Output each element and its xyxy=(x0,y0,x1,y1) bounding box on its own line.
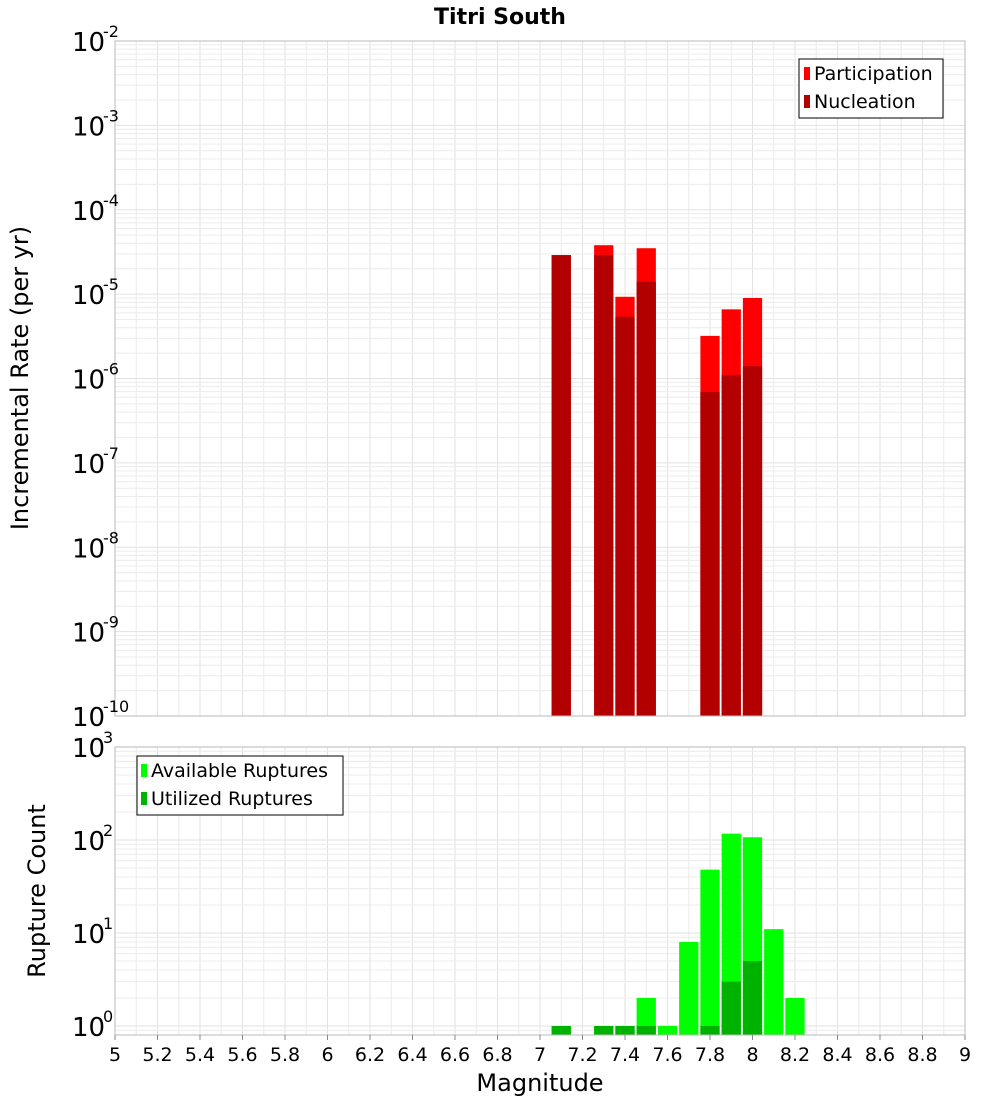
top-y-tick-base: 10 xyxy=(72,619,105,649)
legend-label-available-ruptures: Available Ruptures xyxy=(151,760,328,782)
x-tick-label: 7.4 xyxy=(610,1044,640,1066)
top-y-tick-base: 10 xyxy=(72,534,105,564)
top-y-tick-base: 10 xyxy=(72,281,105,311)
top-y-tick-exponent: -5 xyxy=(103,275,119,294)
x-tick-label: 5.8 xyxy=(270,1044,300,1066)
bottom-bar-available-ruptures xyxy=(764,929,784,1035)
top-y-tick-exponent: -6 xyxy=(103,360,119,379)
top-y-axis-label: Incremental Rate (per yr) xyxy=(6,226,34,530)
x-tick-label: 8.6 xyxy=(865,1044,895,1066)
bottom-bar-utilized-ruptures xyxy=(594,1025,614,1035)
bottom-y-tick-base: 10 xyxy=(72,920,105,950)
bottom-bar-available-ruptures xyxy=(657,1025,678,1035)
legend-swatch-available-ruptures xyxy=(141,764,147,777)
top-bar-nucleation xyxy=(700,392,720,716)
top-bar-nucleation xyxy=(742,366,763,716)
top-bar-nucleation xyxy=(551,255,571,716)
bottom-bar-utilized-ruptures xyxy=(742,960,763,1035)
x-tick-label: 9 xyxy=(959,1044,971,1066)
x-tick-label: 8.4 xyxy=(822,1044,852,1066)
x-tick-label: 6.4 xyxy=(397,1044,427,1066)
x-tick-label: 5.2 xyxy=(142,1044,172,1066)
bottom-y-tick-label: 100 xyxy=(72,1007,113,1043)
top-y-tick-exponent: -7 xyxy=(103,444,119,463)
top-y-tick-base: 10 xyxy=(72,366,105,396)
bottom-bar-available-ruptures xyxy=(679,942,699,1035)
legend-label-utilized-ruptures: Utilized Ruptures xyxy=(151,788,313,810)
top-y-tick-base: 10 xyxy=(72,703,105,733)
x-tick-label: 6.2 xyxy=(355,1044,385,1066)
top-y-tick-exponent: -3 xyxy=(103,106,119,125)
top-y-tick-exponent: -10 xyxy=(103,697,129,716)
x-axis: 5 5.2 5.4 5.6 5.8 6 6.2 6.4 6.6 6.8 7 7.2 7.4 7.6 7.8 8… xyxy=(109,1035,971,1066)
bottom-bar-utilized-ruptures xyxy=(551,1025,571,1035)
x-tick-label: 6 xyxy=(321,1044,333,1066)
top-y-tick-label: 10-7 xyxy=(72,444,119,480)
bottom-y-tick-label: 103 xyxy=(72,728,113,764)
top-y-tick-exponent: -4 xyxy=(103,191,119,210)
top-y-tick-exponent: -9 xyxy=(103,613,119,632)
bottom-y-tick-base: 10 xyxy=(72,734,105,764)
bottom-legend: Available Ruptures Utilized Ruptures xyxy=(136,755,344,816)
x-tick-label: 7 xyxy=(534,1044,546,1066)
top-y-tick-exponent: -8 xyxy=(103,528,119,547)
bottom-bar-available-ruptures xyxy=(785,997,805,1035)
x-tick-label: 8 xyxy=(746,1044,758,1066)
x-tick-label: 5.6 xyxy=(227,1044,257,1066)
x-tick-label: 6.8 xyxy=(482,1044,512,1066)
x-tick-label: 6.6 xyxy=(440,1044,470,1066)
top-y-tick-exponent: -2 xyxy=(103,22,119,41)
x-tick-label: 7.6 xyxy=(652,1044,682,1066)
top-bar-nucleation xyxy=(615,316,635,716)
bottom-y-tick-exponent: 1 xyxy=(103,914,113,933)
top-y-tick-label: 10-10 xyxy=(72,697,129,733)
top-y-tick-base: 10 xyxy=(72,112,105,142)
bottom-y-tick-base: 10 xyxy=(72,1013,105,1043)
x-axis-label: Magnitude xyxy=(476,1069,603,1097)
top-y-tick-base: 10 xyxy=(72,197,105,227)
legend-label-participation: Participation xyxy=(814,63,933,85)
top-y-tick-label: 10-8 xyxy=(72,528,119,564)
bottom-y-tick-exponent: 2 xyxy=(103,821,113,840)
top-y-tick-label: 10-5 xyxy=(72,275,119,311)
x-tick-label: 5 xyxy=(109,1044,121,1066)
top-y-tick-base: 10 xyxy=(72,450,105,480)
x-tick-label: 7.2 xyxy=(567,1044,597,1066)
bottom-y-tick-label: 102 xyxy=(72,821,113,857)
bottom-y-tick-exponent: 0 xyxy=(103,1007,113,1026)
bottom-y-tick-base: 10 xyxy=(72,827,105,857)
top-y-tick-label: 10-2 xyxy=(72,22,119,58)
top-y-tick-label: 10-6 xyxy=(72,360,119,396)
x-tick-label: 8.2 xyxy=(780,1044,810,1066)
bottom-bar-available-ruptures xyxy=(700,869,720,1035)
legend-swatch-utilized-ruptures xyxy=(141,792,147,805)
bottom-y-axis-label: Rupture Count xyxy=(23,804,51,978)
legend-swatch-participation xyxy=(804,67,810,80)
top-legend: Participation Nucleation xyxy=(798,58,944,119)
legend-swatch-nucleation xyxy=(804,95,810,108)
bottom-bar-utilized-ruptures xyxy=(636,1025,656,1035)
top-y-tick-base: 10 xyxy=(72,28,105,58)
legend-label-nucleation: Nucleation xyxy=(814,91,916,113)
top-y-tick-label: 10-4 xyxy=(72,191,119,227)
bottom-bar-utilized-ruptures xyxy=(721,981,741,1035)
top-y-tick-label: 10-9 xyxy=(72,613,119,649)
top-bar-nucleation xyxy=(721,375,741,716)
top-bar-nucleation xyxy=(594,255,614,716)
top-plot-frame xyxy=(114,40,966,717)
chart-title: Titri South xyxy=(434,5,566,30)
x-tick-label: 7.8 xyxy=(695,1044,725,1066)
x-tick-label: 8.8 xyxy=(907,1044,937,1066)
top-y-tick-label: 10-3 xyxy=(72,106,119,142)
top-bar-nucleation xyxy=(636,281,656,716)
bottom-bar-utilized-ruptures xyxy=(615,1025,635,1035)
bottom-y-tick-exponent: 3 xyxy=(103,728,113,747)
bottom-bar-utilized-ruptures xyxy=(700,1025,720,1035)
x-tick-label: 5.4 xyxy=(185,1044,215,1066)
bottom-bar-available-ruptures xyxy=(636,997,656,1035)
bottom-y-tick-label: 101 xyxy=(72,914,113,950)
